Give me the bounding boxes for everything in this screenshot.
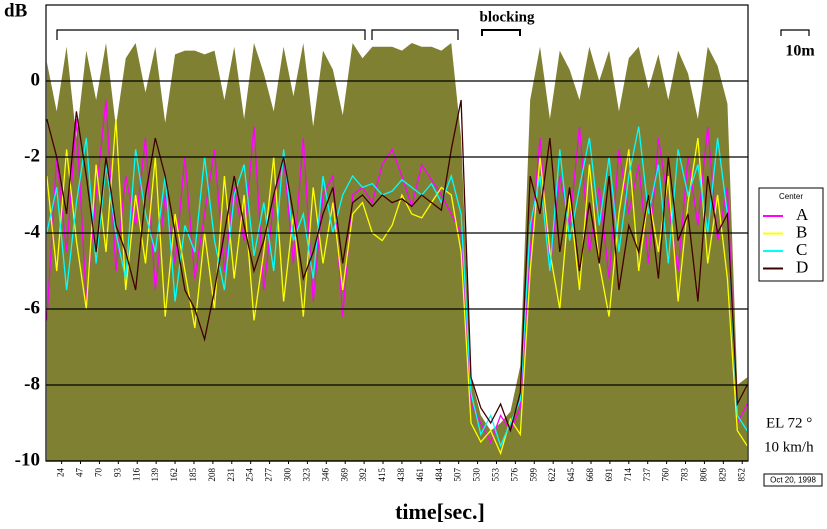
y-tick-label: -2: [24, 145, 40, 166]
annotation: Oct 20, 1998: [770, 476, 816, 485]
lines: [46, 99, 748, 456]
y-tick-label: -4: [24, 221, 40, 242]
x-tick-label: 162: [169, 468, 179, 482]
bracket: [481, 29, 521, 36]
x-tick-label: 116: [131, 468, 141, 482]
x-tick-label: 323: [301, 468, 311, 482]
x-tick-label: 645: [566, 468, 576, 482]
y-tick-label: 0: [31, 69, 41, 90]
x-tick-label: 185: [188, 468, 198, 482]
plot-frame: [45, 4, 749, 462]
legend-label: D: [796, 257, 808, 276]
series-line: [46, 126, 748, 448]
date-box: [763, 473, 823, 487]
x-tick-label: 737: [642, 468, 652, 482]
x-tick-label: 852: [736, 468, 746, 482]
x-tick-label: 139: [150, 468, 160, 482]
y-axis-label: dB: [4, 0, 28, 21]
series-line: [46, 99, 748, 444]
x-tick-label: 714: [623, 468, 633, 482]
x-tick-label: 392: [358, 468, 368, 482]
series-line: [46, 99, 748, 433]
legend-title: Center: [779, 192, 803, 201]
annotation: 10 km/h: [764, 439, 814, 455]
x-tick-label: 93: [112, 468, 122, 478]
x-tick-label: 576: [509, 468, 519, 482]
x-axis-label: time[sec.]: [395, 499, 485, 524]
x-tick-label: 369: [339, 468, 349, 482]
x-tick-label: 484: [434, 468, 444, 482]
x-tick-label: 47: [75, 468, 85, 478]
x-tick-label: 438: [396, 468, 406, 482]
y-tick-label: -8: [24, 373, 40, 394]
annotation: blocking: [479, 9, 535, 25]
x-tick-label: 691: [604, 468, 614, 482]
scale-bar: [780, 29, 810, 36]
x-tick-label: 254: [245, 468, 255, 482]
legend-label: B: [796, 222, 807, 241]
bracket: [56, 29, 366, 40]
x-tick-label: 829: [717, 468, 727, 482]
x-tick-label: 622: [547, 468, 557, 482]
x-tick-label: 300: [283, 468, 293, 482]
x-tick-label: 208: [207, 468, 217, 482]
legend-label: C: [796, 240, 807, 259]
x-tick-label: 599: [528, 468, 538, 482]
x-tick-label: 668: [585, 468, 595, 482]
x-tick-label: 70: [93, 468, 103, 478]
x-tick-label: 346: [320, 468, 330, 482]
annotation: 10m: [785, 43, 815, 60]
legend-label: A: [796, 205, 809, 224]
x-tick-label: 231: [226, 468, 236, 482]
area: [46, 43, 748, 461]
x-tick-label: 530: [472, 468, 482, 482]
x-tick-label: 277: [264, 468, 274, 482]
x-tick-label: 806: [698, 468, 708, 482]
x-tick-label: 24: [56, 468, 66, 478]
annotation: EL 72 °: [766, 415, 812, 431]
x-tick-label: 553: [491, 468, 501, 482]
x-tick-label: 507: [453, 468, 463, 482]
x-tick-label: 415: [377, 468, 387, 482]
y-tick-label: -10: [15, 449, 40, 470]
plot: -10 -8 -6 -4 -2 0 24 47 70 93 116 139 162 185 208 231 25…: [15, 4, 749, 482]
x-tick-label: 783: [680, 468, 690, 482]
bracket: [371, 29, 459, 40]
x-tick-label: 760: [661, 468, 671, 482]
x-tick-label: 461: [415, 468, 425, 482]
y-tick-label: -6: [24, 297, 40, 318]
